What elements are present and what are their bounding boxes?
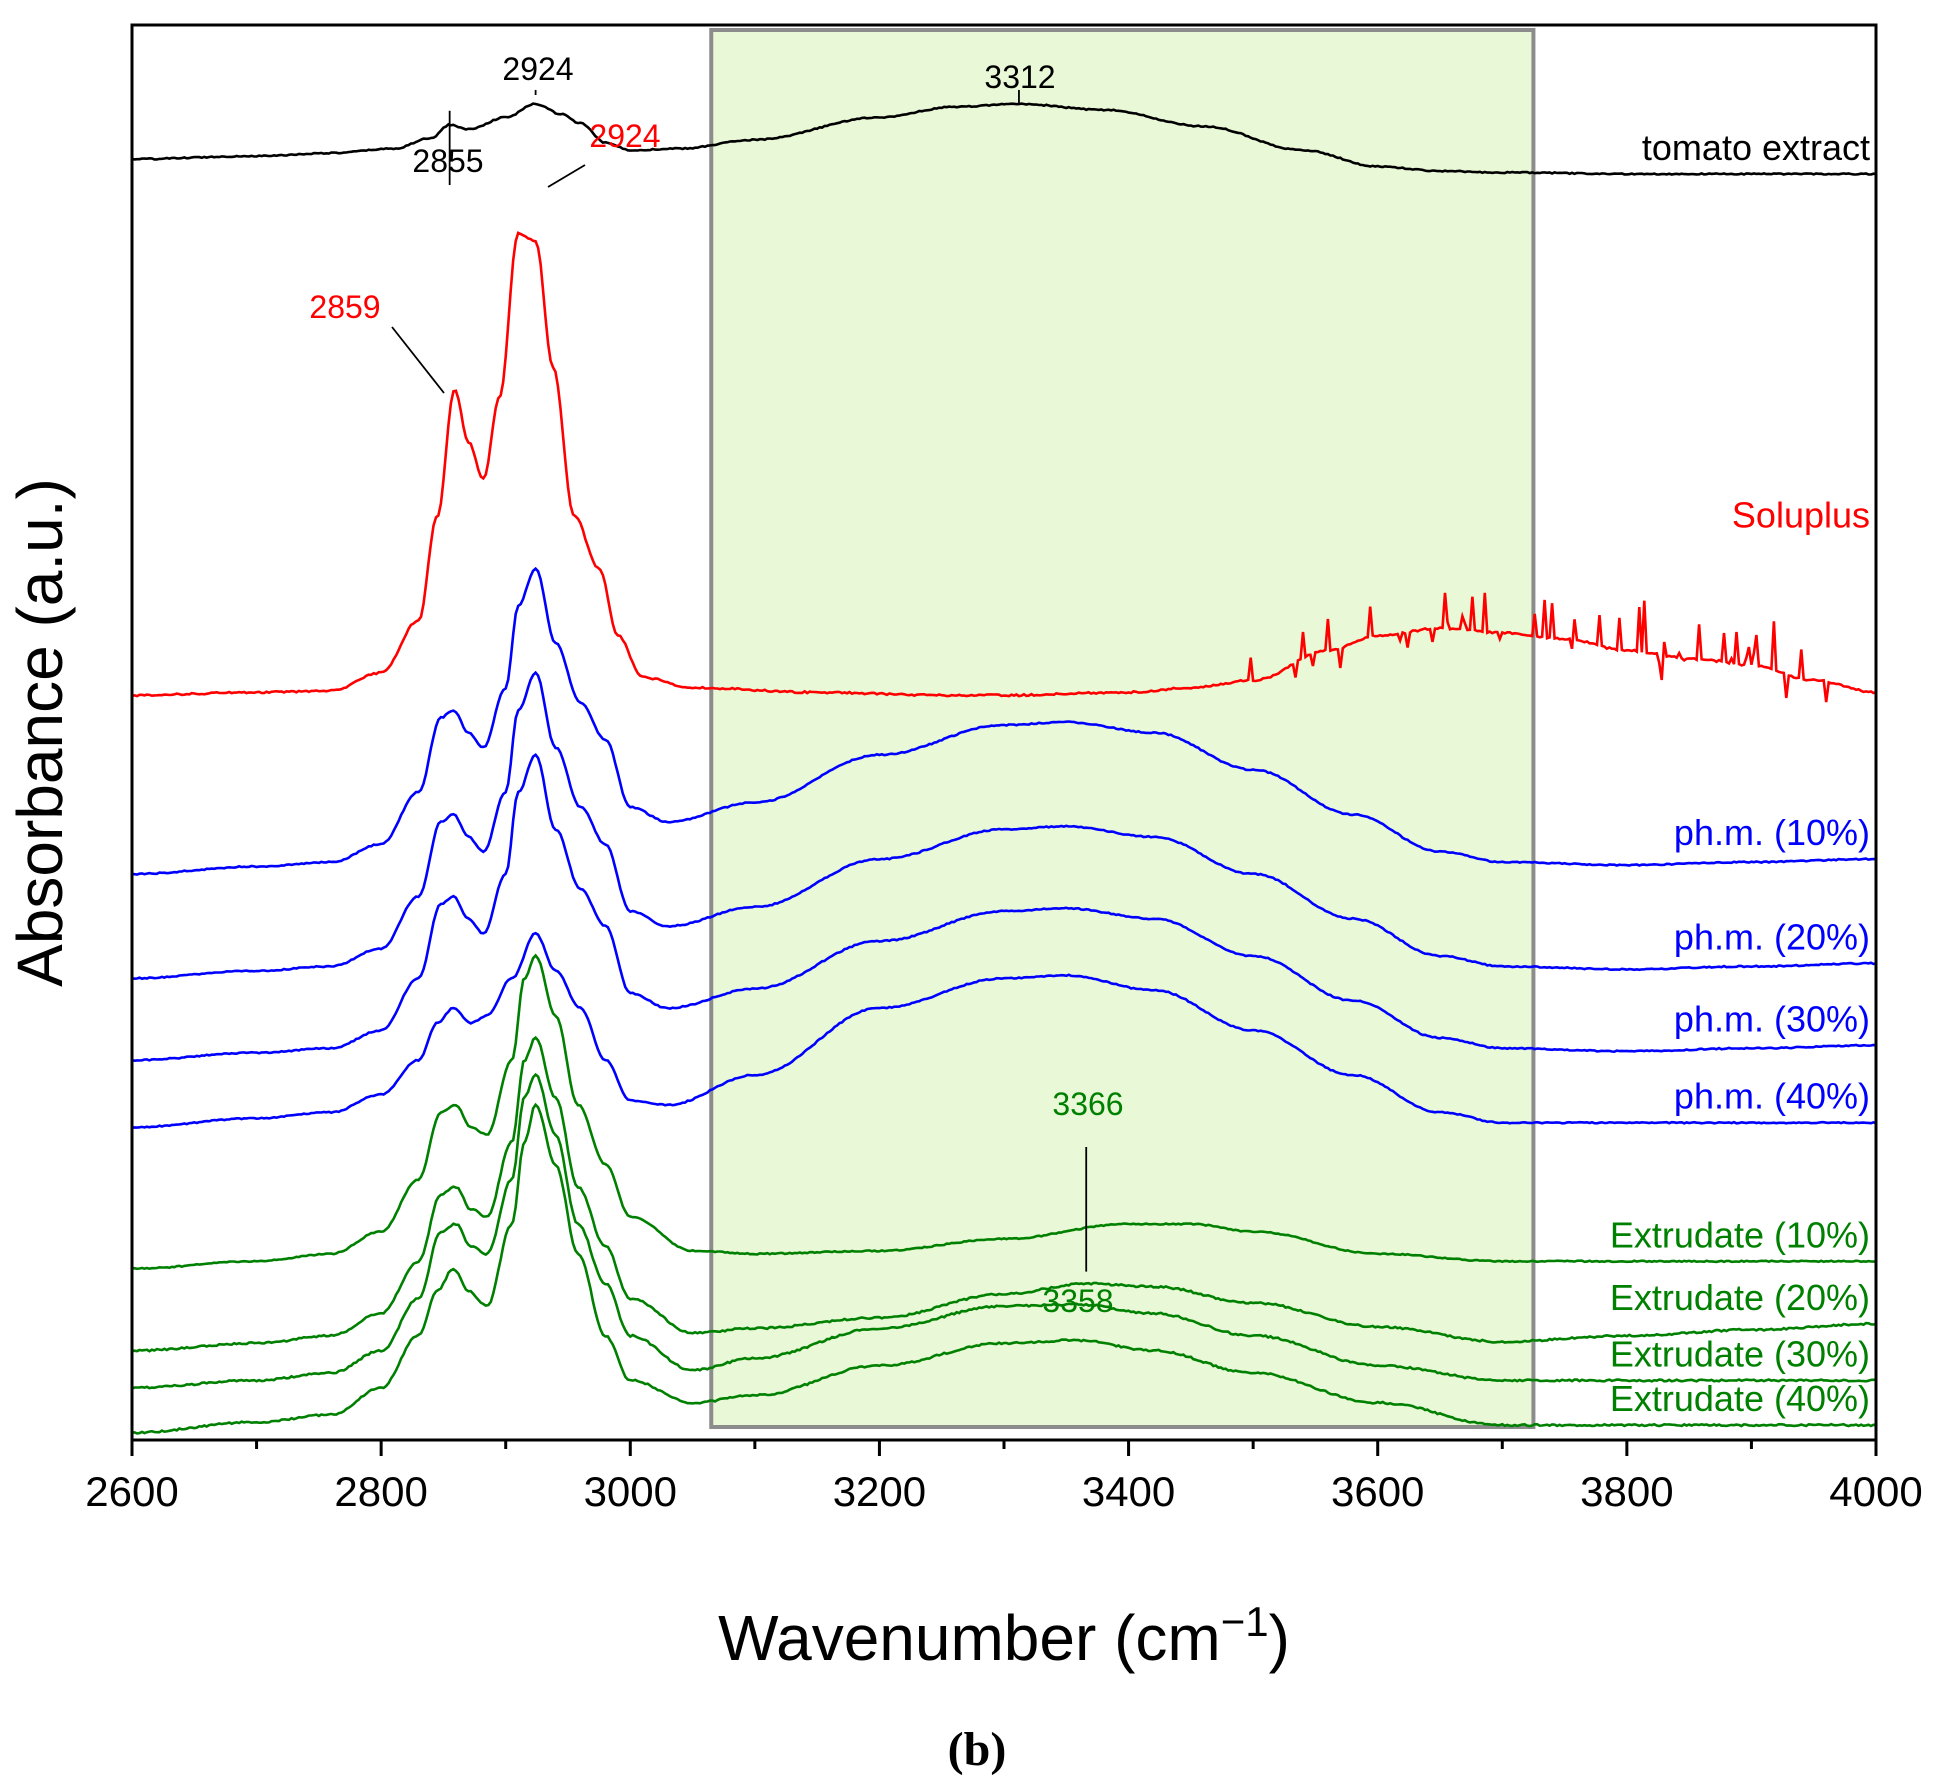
series-line-tomato-extract [131, 102, 1877, 176]
series-line-ph-m-40 [131, 931, 1877, 1129]
series-label-ph-m-40: ph.m. (40%) [1674, 1076, 1870, 1117]
annotation-leader [547, 164, 586, 188]
series-line-soluplus [131, 231, 1877, 703]
x-tick-label: 3400 [1082, 1468, 1175, 1515]
x-tick-label: 3200 [833, 1468, 926, 1515]
x-axis-title: Wavenumber (cm−1) [718, 1598, 1290, 1674]
x-tick-label: 3600 [1331, 1468, 1424, 1515]
annotation-label: 3366 [1052, 1086, 1123, 1122]
x-tick-label: 2600 [85, 1468, 178, 1515]
series-label-ph-m-30: ph.m. (30%) [1674, 998, 1870, 1039]
annotation-label: 2924 [502, 51, 573, 87]
series-line-extrudate-20 [131, 1035, 1877, 1353]
series-line-ph-m-30 [131, 753, 1877, 1063]
annotation-label: 3358 [1042, 1283, 1113, 1319]
annotation-label: 2924 [589, 118, 660, 154]
annotation-layer: 2855 2924 2924 2859 3312 3366 3358 [309, 51, 1123, 1319]
series-label-ph-m-10: ph.m. (10%) [1674, 812, 1870, 853]
x-axis-title-close: ) [1269, 1602, 1290, 1674]
series-label-ph-m-20: ph.m. (20%) [1674, 916, 1870, 957]
x-tick-label: 4000 [1829, 1468, 1922, 1515]
annotation-label: 3312 [984, 59, 1055, 95]
series-layer: tomato extract Soluplus ph.m. (10%) ph.m. (… [131, 102, 1877, 1435]
series-label-tomato-extract: tomato extract [1642, 127, 1870, 168]
series-line-ph-m-10 [131, 566, 1876, 876]
annotation-label: 2859 [309, 289, 380, 325]
x-axis-title-main: Wavenumber (cm [718, 1602, 1221, 1674]
series-label-extrudate-10: Extrudate (10%) [1610, 1214, 1870, 1255]
series-line-extrudate-40 [131, 1102, 1877, 1435]
series-line-extrudate-30 [131, 1072, 1877, 1390]
series-label-extrudate-30: Extrudate (30%) [1610, 1333, 1870, 1374]
annotation-leader [391, 326, 445, 394]
series-line-ph-m-20 [131, 670, 1877, 981]
x-tick-label: 3000 [584, 1468, 677, 1515]
series-label-extrudate-20: Extrudate (20%) [1610, 1277, 1870, 1318]
annotation-label: 2855 [412, 143, 483, 179]
x-axis-title-superscript: −1 [1221, 1598, 1269, 1645]
x-axis: 2600 2800 3000 3200 3400 3600 3800 4000 [85, 1440, 1923, 1515]
x-tick-label: 2800 [334, 1468, 427, 1515]
panel-label: (b) [948, 1723, 1007, 1776]
x-tick-label: 3800 [1580, 1468, 1673, 1515]
series-label-soluplus: Soluplus [1732, 494, 1870, 535]
y-axis-title: Absorbance (a.u.) [4, 478, 76, 987]
series-label-extrudate-40: Extrudate (40%) [1610, 1378, 1870, 1419]
series-line-extrudate-10 [131, 953, 1876, 1271]
